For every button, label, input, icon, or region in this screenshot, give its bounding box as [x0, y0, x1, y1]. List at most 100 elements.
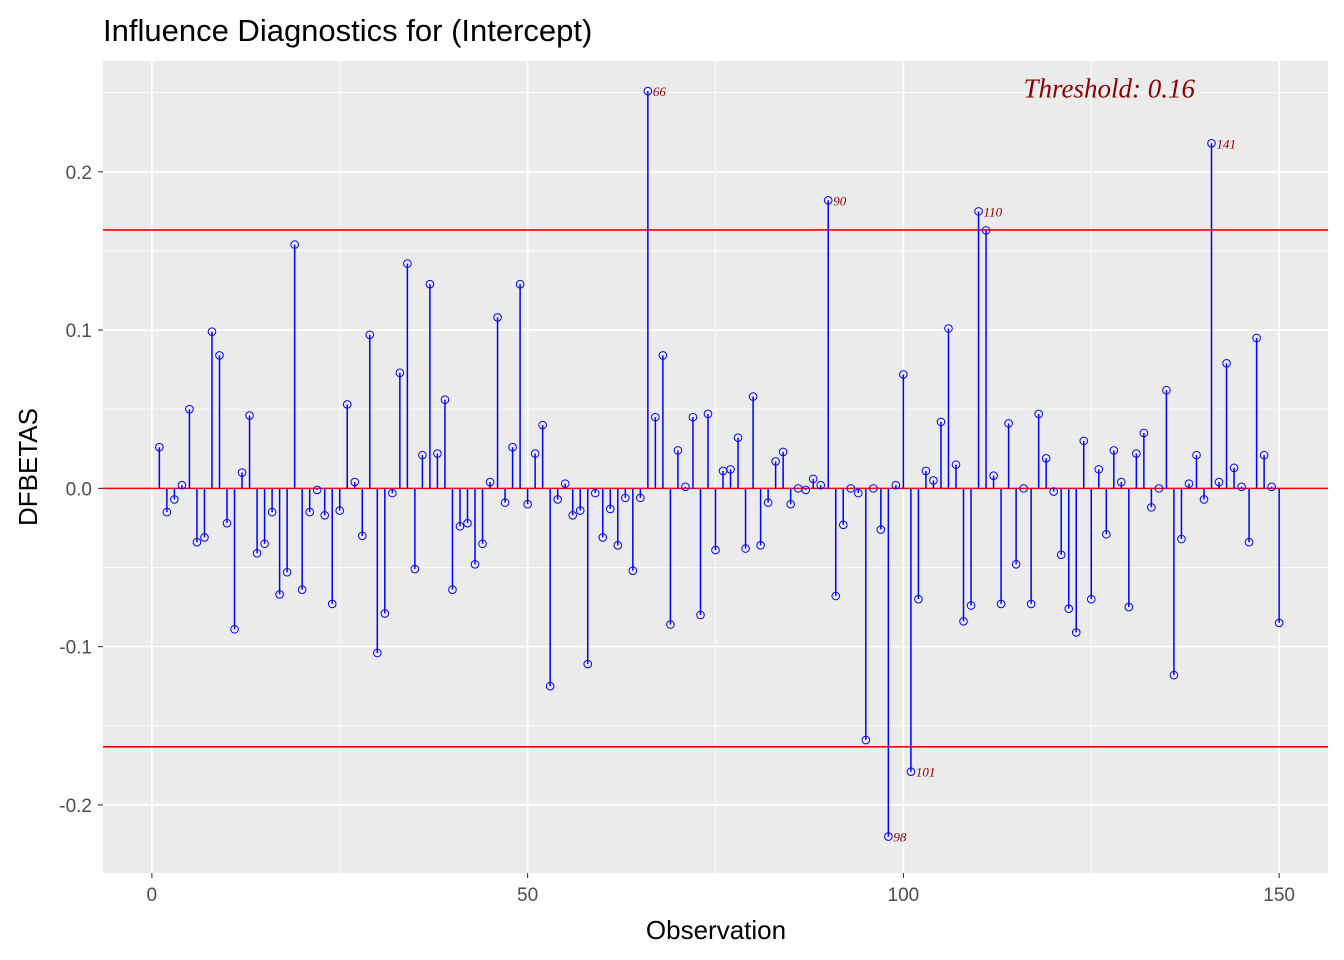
point-125: [1086, 594, 1096, 604]
point-21: [305, 507, 314, 517]
point-61: [605, 504, 615, 514]
point-3: [170, 495, 179, 504]
point-16: [267, 507, 277, 517]
point-107: [951, 460, 961, 469]
point-36: [418, 450, 427, 460]
point-94: [853, 488, 863, 498]
point-28: [357, 531, 367, 541]
point-137: [1177, 534, 1186, 544]
point-26: [342, 400, 352, 409]
point-72: [688, 412, 698, 422]
y-tick-label: -0.1: [59, 638, 92, 659]
point-7: [200, 533, 209, 542]
point-142: [1214, 477, 1224, 487]
point-78: [733, 433, 743, 443]
point-73: [696, 610, 705, 620]
point-25: [335, 506, 345, 515]
point-49: [515, 279, 525, 289]
point-8: [207, 327, 217, 336]
point-59: [590, 488, 600, 498]
point-104: [929, 476, 938, 485]
point-134: [1154, 484, 1164, 493]
point-81: [756, 541, 765, 550]
point-68: [658, 351, 668, 360]
point-75: [711, 545, 720, 555]
y-tick-label: -0.2: [59, 796, 92, 817]
point-119: [1041, 453, 1051, 463]
point-15: [260, 539, 269, 549]
point-109: [966, 601, 976, 610]
threshold-label: Threshold: 0.16: [1023, 73, 1195, 103]
point-84: [778, 447, 788, 457]
point-35: [410, 564, 420, 574]
point-145: [1237, 482, 1246, 492]
point-126: [1094, 465, 1104, 474]
point-144: [1229, 463, 1239, 473]
point-label-110: 110: [984, 204, 1003, 219]
point-65: [636, 493, 645, 503]
point-97: [876, 525, 886, 534]
point-labels: 66 90 98 101 110 141: [653, 84, 1236, 845]
point-19: [290, 240, 299, 249]
point-14: [252, 548, 262, 558]
point-51: [530, 449, 540, 458]
stems: [158, 91, 1280, 837]
point-17: [275, 590, 284, 599]
point-118: [1034, 409, 1043, 419]
point-93: [846, 484, 856, 493]
point-41: [455, 522, 465, 531]
point-114: [1004, 419, 1013, 428]
point-60: [598, 533, 608, 542]
point-64: [628, 566, 638, 575]
chart-title: Influence Diagnostics for (Intercept): [103, 13, 592, 48]
point-45: [485, 477, 495, 487]
point-89: [816, 480, 826, 490]
point-112: [989, 471, 998, 481]
point-123: [1071, 628, 1081, 637]
point-79: [741, 544, 750, 553]
point-30: [373, 648, 382, 658]
x-axis-title: Observation: [646, 915, 786, 945]
point-18: [282, 567, 292, 577]
point-12: [237, 468, 247, 477]
point-52: [538, 420, 547, 430]
point-143: [1222, 359, 1231, 368]
point-label-66: 66: [653, 84, 667, 99]
point-120: [1049, 487, 1058, 496]
point-140: [1199, 495, 1209, 504]
point-67: [651, 412, 660, 422]
point-103: [921, 466, 931, 476]
point-label-141: 141: [1217, 136, 1237, 151]
point-124: [1079, 436, 1089, 446]
point-62: [613, 541, 623, 550]
point-2: [162, 507, 172, 517]
point-122: [1064, 604, 1074, 613]
point-111: [981, 226, 991, 235]
point-55: [560, 479, 570, 488]
point-116: [1019, 484, 1028, 493]
point-23: [320, 510, 330, 520]
point-105: [936, 417, 946, 427]
point-99: [891, 480, 901, 490]
x-tick-label: 100: [888, 885, 920, 906]
point-95: [861, 735, 871, 745]
point-5: [185, 404, 194, 414]
point-138: [1184, 479, 1194, 488]
point-129: [1117, 477, 1126, 487]
point-135: [1162, 385, 1171, 395]
point-146: [1244, 537, 1254, 547]
point-83: [771, 457, 780, 466]
point-56: [568, 510, 578, 520]
point-31: [380, 609, 390, 618]
point-100: [899, 370, 908, 379]
point-88: [808, 474, 818, 484]
point-115: [1011, 560, 1021, 569]
point-34: [403, 259, 412, 268]
point-4: [177, 480, 187, 490]
point-47: [500, 498, 510, 507]
minor-gridlines: [103, 61, 1328, 873]
point-54: [553, 495, 562, 504]
y-tick-label: 0.2: [66, 163, 92, 184]
point-133: [1147, 503, 1156, 512]
x-axis: 0 50 100 150: [147, 873, 1295, 906]
